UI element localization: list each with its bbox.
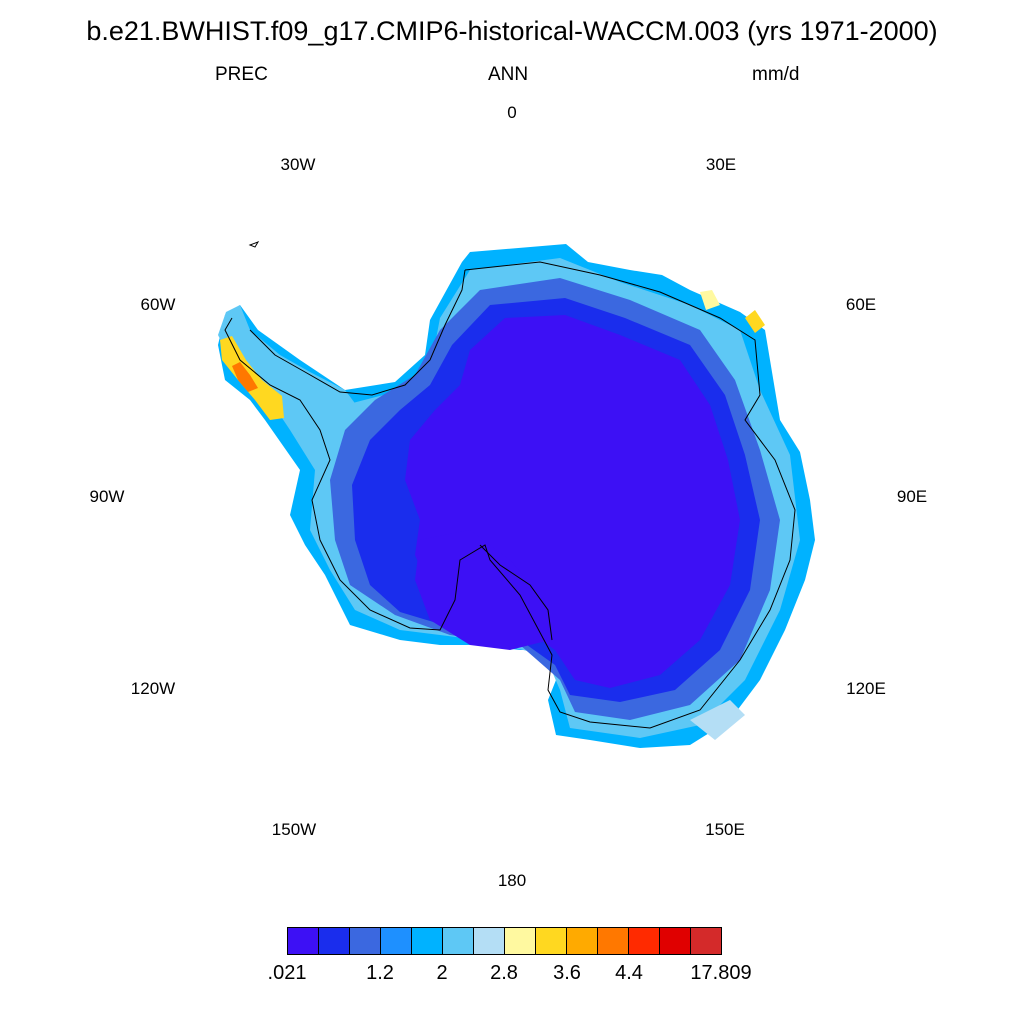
peninsula-orange bbox=[232, 362, 258, 392]
colorbar-swatch-2 bbox=[350, 928, 381, 954]
colorbar-swatch-13 bbox=[691, 928, 721, 954]
lon-label-90e: 90E bbox=[896, 487, 928, 506]
colorbar-swatch-8 bbox=[536, 928, 567, 954]
colorbar-label: 2.8 bbox=[490, 962, 518, 984]
colorbar-swatch-4 bbox=[412, 928, 443, 954]
lon-label-30w: 30W bbox=[280, 155, 316, 174]
coastline-main bbox=[224, 261, 796, 729]
lon-label-150w: 150W bbox=[271, 820, 317, 839]
lon-label-120w: 120W bbox=[130, 679, 176, 698]
lon-label-180: 180 bbox=[497, 871, 527, 890]
colorbar-swatch-11 bbox=[629, 928, 660, 954]
colorbar-swatch-12 bbox=[660, 928, 691, 954]
season-label: ANN bbox=[488, 64, 529, 85]
ross-light-patch bbox=[690, 700, 745, 740]
coastlines bbox=[224, 241, 796, 729]
lon-label-60e: 60E bbox=[845, 295, 877, 314]
island-shape bbox=[248, 241, 260, 248]
east-yellow-patch bbox=[700, 290, 720, 310]
ross-ice-shelf bbox=[415, 530, 550, 650]
colorbar-swatch-10 bbox=[598, 928, 629, 954]
colorbar-label: 1.2 bbox=[366, 962, 394, 984]
colorbar-label: 2 bbox=[436, 962, 448, 984]
units-label: mm/d bbox=[752, 64, 800, 85]
ross-shelf-edge bbox=[479, 544, 553, 641]
colorbar-label: 17.809 bbox=[690, 962, 752, 984]
colorbar-swatch-6 bbox=[474, 928, 505, 954]
lon-label-30e: 30E bbox=[705, 155, 737, 174]
colorbar-swatch-3 bbox=[381, 928, 412, 954]
colorbar-label: 4.4 bbox=[615, 962, 643, 984]
lon-label-120e: 120E bbox=[846, 679, 886, 698]
lon-label-0: 0 bbox=[507, 103, 517, 122]
colorbar-swatch-9 bbox=[567, 928, 598, 954]
colorbar bbox=[287, 927, 722, 955]
colorbar-swatch-1 bbox=[319, 928, 350, 954]
colorbar-swatch-7 bbox=[505, 928, 536, 954]
lon-label-90w: 90W bbox=[89, 487, 125, 506]
colorbar-swatch-5 bbox=[443, 928, 474, 954]
interior-precip bbox=[352, 298, 760, 702]
colorbar-label: .021 bbox=[267, 962, 307, 984]
colorbar-swatch-0 bbox=[288, 928, 319, 954]
plot-title: b.e21.BWHIST.f09_g17.CMIP6-historical-WA… bbox=[86, 16, 938, 46]
lon-label-150e: 150E bbox=[705, 820, 745, 839]
coastline-peninsula-edge bbox=[249, 269, 466, 396]
variable-label: PREC bbox=[215, 64, 268, 85]
peninsula-yellow bbox=[220, 336, 284, 420]
colorbar-label: 3.6 bbox=[553, 962, 581, 984]
east-yellow-patch-2 bbox=[745, 310, 765, 333]
lon-label-60w: 60W bbox=[140, 295, 176, 314]
